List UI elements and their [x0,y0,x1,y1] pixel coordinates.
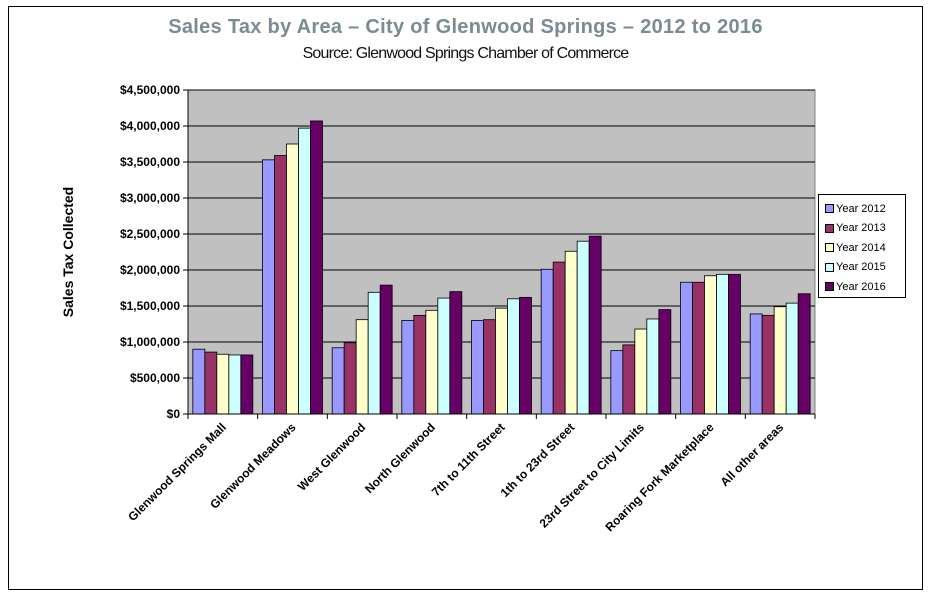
legend-label: Year 2012 [836,202,886,215]
y-tick-label: $2,000,000 [120,263,180,277]
x-tick-label: All other areas [717,420,786,489]
bar [588,235,602,415]
bar [343,342,357,415]
legend-swatch [825,243,834,253]
bar [761,314,775,415]
bar [413,314,427,415]
legend-label: Year 2015 [836,261,886,274]
bar [192,348,206,415]
y-tick-label: $4,500,000 [120,83,180,97]
bar [262,159,275,415]
bar [716,273,729,415]
bar [797,293,811,415]
bar [785,302,799,415]
bar [576,240,590,415]
bar [331,347,345,415]
bar [564,250,578,415]
bar [519,296,532,415]
bar [274,155,287,415]
bar [704,275,717,415]
bar [425,309,439,415]
bar [471,319,484,415]
bar [310,120,323,415]
legend: Year 2012 Year 2013 Year 2014 Year 2015 Year… [818,194,906,298]
y-tick-label: $1,000,000 [120,335,180,349]
bar [298,127,311,415]
bar [749,313,763,415]
legend-swatch [825,262,834,272]
legend-item: Year 2013 [825,219,905,239]
legend-swatch [825,282,834,292]
bar [449,291,463,415]
legend-swatch [825,223,834,233]
bar [634,328,648,415]
bar [540,268,554,415]
x-tick-label: West Glenwood [295,420,368,493]
bar [610,350,624,415]
bar [483,319,496,415]
legend-item: Year 2014 [825,238,905,258]
bar [622,344,636,415]
y-tick-label: $500,000 [130,371,180,385]
y-tick-label: $3,000,000 [120,191,180,205]
bar [204,351,218,415]
x-tick-label: 7th to 11th Street [429,420,508,499]
bar [495,307,508,415]
legend-item: Year 2012 [825,199,905,219]
bar [507,298,520,415]
bar [437,297,451,415]
y-tick-label: $1,500,000 [120,299,180,313]
bar [646,318,660,415]
x-tick-label: North Glenwood [362,420,438,496]
bar [379,284,393,415]
chart-title: Sales Tax by Area – City of Glenwood Spr… [168,16,763,38]
bar [728,273,741,415]
legend-label: Year 2013 [836,222,886,235]
y-tick-label: $2,500,000 [120,227,180,241]
bar [228,354,242,415]
bar [355,319,369,415]
bar [658,309,672,415]
y-tick-label: $3,500,000 [120,155,180,169]
bar [367,291,381,415]
y-axis-label: Sales Tax Collected [60,187,76,317]
chart-subtitle: Source: Glenwood Springs Chamber of Comm… [302,45,630,62]
bar [552,261,566,415]
bar [773,306,787,415]
bar [240,354,254,415]
bar [680,281,693,415]
bar [286,143,299,415]
y-tick-label: $4,000,000 [120,119,180,133]
legend-item: Year 2015 [825,258,905,278]
bar [401,319,415,415]
bar [216,353,230,415]
legend-label: Year 2016 [836,280,886,293]
y-tick-label: $0 [167,407,181,421]
bar [692,281,705,415]
legend-label: Year 2014 [836,241,886,254]
legend-swatch [825,204,834,214]
x-tick-label: 1th to 23rd Street [498,420,578,500]
legend-item: Year 2016 [825,277,905,297]
